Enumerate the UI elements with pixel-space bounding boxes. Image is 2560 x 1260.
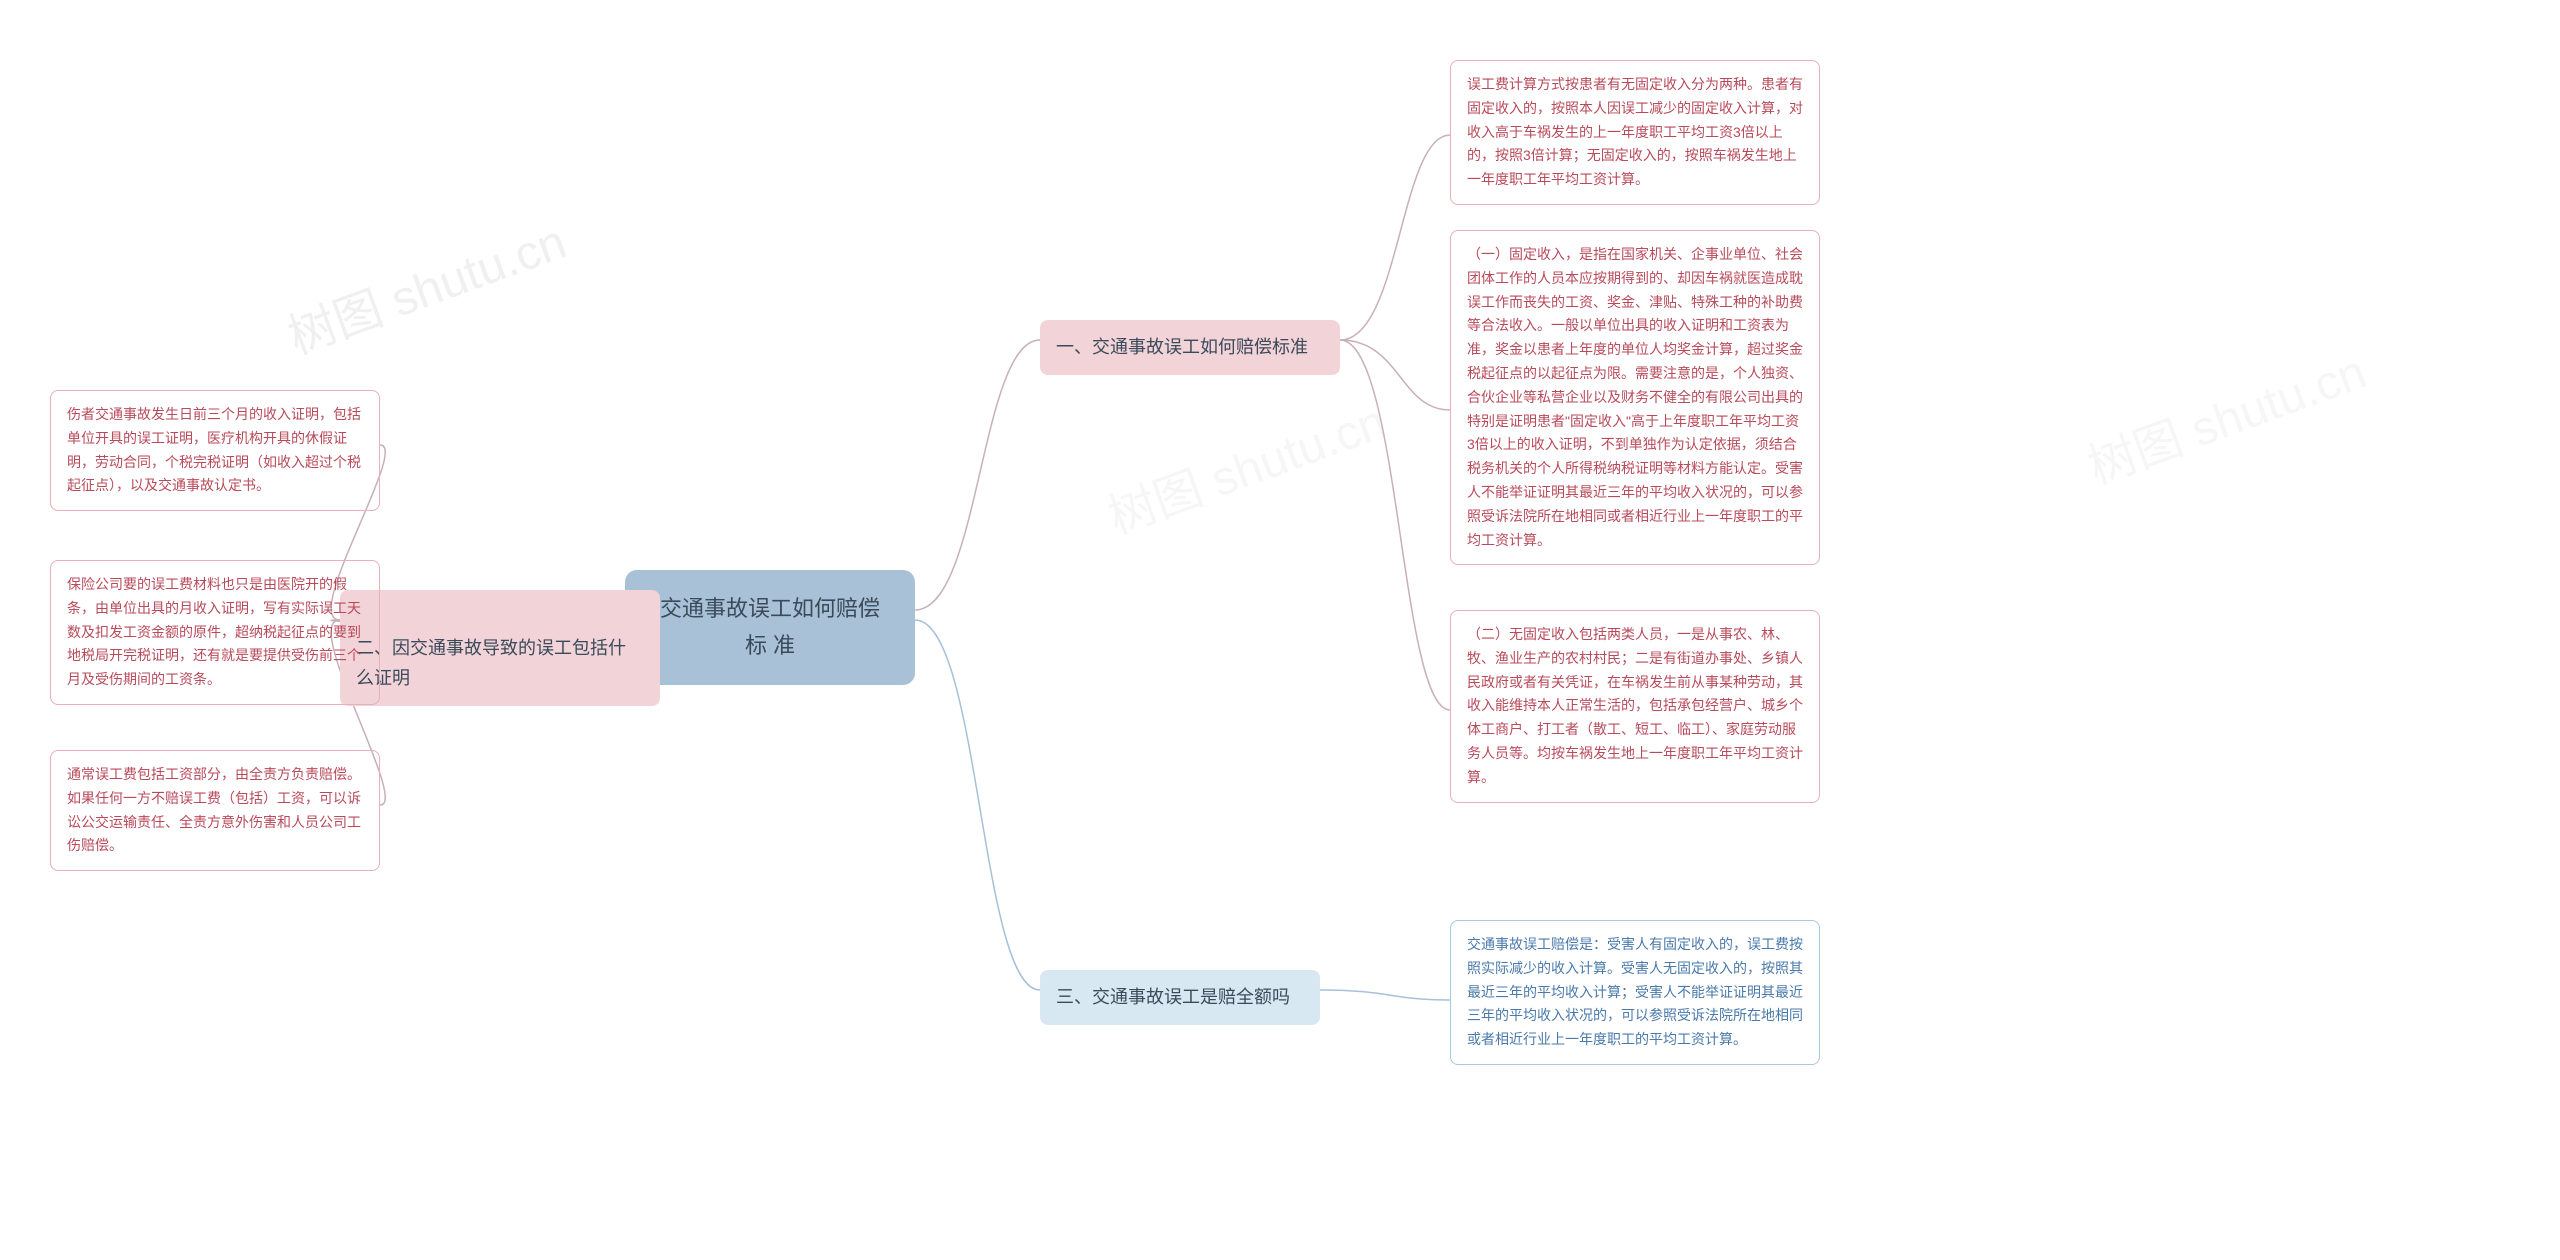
branch-1[interactable]: 一、交通事故误工如何赔偿标准 bbox=[1040, 320, 1340, 375]
branch-3-label: 三、交通事故误工是赔全额吗 bbox=[1056, 987, 1290, 1007]
watermark-3: 树图 shutu.cn bbox=[2077, 332, 2374, 497]
watermark-2: 树图 shutu.cn bbox=[1097, 382, 1394, 547]
branch-3-leaf-0[interactable]: 交通事故误工赔偿是：受害人有固定收入的，误工费按照实际减少的收入计算。受害人无固… bbox=[1450, 920, 1820, 1065]
leaf-text: 误工费计算方式按患者有无固定收入分为两种。患者有固定收入的，按照本人因误工减少的… bbox=[1467, 76, 1803, 187]
leaf-text: 交通事故误工赔偿是：受害人有固定收入的，误工费按照实际减少的收入计算。受害人无固… bbox=[1467, 936, 1803, 1047]
branch-1-leaf-1[interactable]: （一）固定收入，是指在国家机关、企事业单位、社会团体工作的人员本应按期得到的、却… bbox=[1450, 230, 1820, 565]
leaf-text: （二）无固定收入包括两类人员，一是从事农、林、牧、渔业生产的农村村民；二是有街道… bbox=[1467, 626, 1803, 785]
branch-1-label: 一、交通事故误工如何赔偿标准 bbox=[1056, 337, 1308, 357]
branch-2-leaf-1[interactable]: 保险公司要的误工费材料也只是由医院开的假条，由单位出具的月收入证明，写有实际误工… bbox=[50, 560, 380, 705]
leaf-text: 通常误工费包括工资部分，由全责方负责赔偿。如果任何一方不赔误工费（包括）工资，可… bbox=[67, 766, 361, 853]
branch-2-leaf-0[interactable]: 伤者交通事故发生日前三个月的收入证明，包括单位开具的误工证明，医疗机构开具的休假… bbox=[50, 390, 380, 511]
branch-1-leaf-0[interactable]: 误工费计算方式按患者有无固定收入分为两种。患者有固定收入的，按照本人因误工减少的… bbox=[1450, 60, 1820, 205]
branch-2-leaf-2[interactable]: 通常误工费包括工资部分，由全责方负责赔偿。如果任何一方不赔误工费（包括）工资，可… bbox=[50, 750, 380, 871]
branch-1-leaf-2[interactable]: （二）无固定收入包括两类人员，一是从事农、林、牧、渔业生产的农村村民；二是有街道… bbox=[1450, 610, 1820, 803]
leaf-text: 保险公司要的误工费材料也只是由医院开的假条，由单位出具的月收入证明，写有实际误工… bbox=[67, 576, 361, 687]
branch-2[interactable]: 二、因交通事故导致的误工包括什 么证明 bbox=[340, 590, 660, 706]
leaf-text: 伤者交通事故发生日前三个月的收入证明，包括单位开具的误工证明，医疗机构开具的休假… bbox=[67, 406, 361, 493]
center-node[interactable]: 交通事故误工如何赔偿标 准 bbox=[625, 570, 915, 685]
center-text: 交通事故误工如何赔偿标 准 bbox=[660, 596, 880, 658]
watermark-1: 树图 shutu.cn bbox=[277, 202, 574, 367]
branch-2-label: 二、因交通事故导致的误工包括什 么证明 bbox=[356, 638, 626, 689]
leaf-text: （一）固定收入，是指在国家机关、企事业单位、社会团体工作的人员本应按期得到的、却… bbox=[1467, 246, 1803, 548]
mindmap-canvas: 树图 shutu.cn 树图 shutu.cn 树图 shutu.cn 交通事故… bbox=[0, 0, 2560, 1260]
branch-3[interactable]: 三、交通事故误工是赔全额吗 bbox=[1040, 970, 1320, 1025]
